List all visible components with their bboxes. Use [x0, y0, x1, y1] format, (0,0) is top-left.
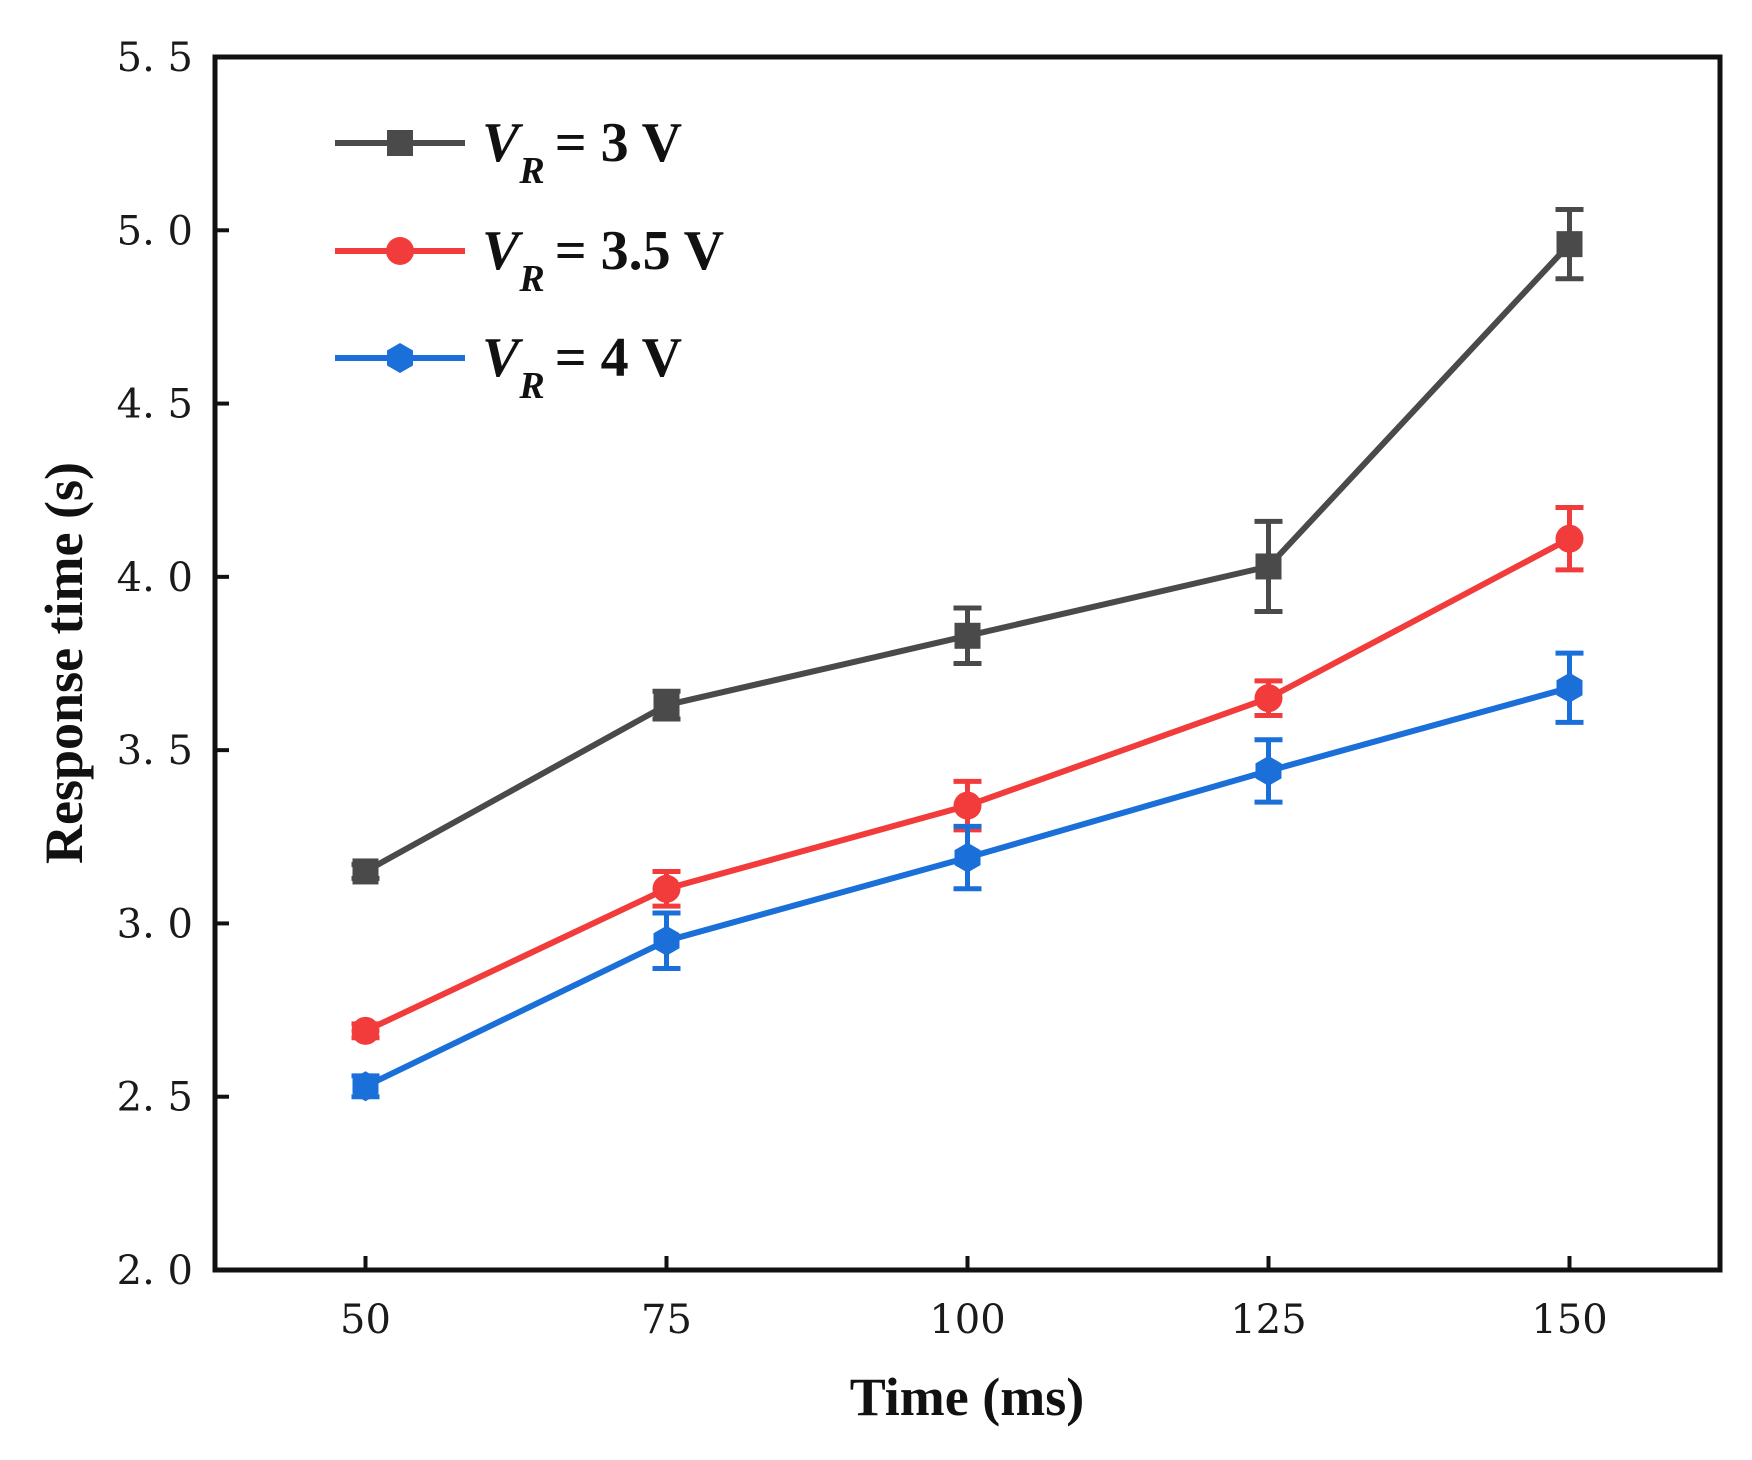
legend-marker — [387, 343, 413, 373]
y-tick-label: 3. 0 — [117, 901, 193, 947]
data-point — [653, 925, 680, 956]
data-point — [954, 842, 981, 873]
data-point — [954, 622, 981, 649]
y-tick-label: 4. 5 — [117, 382, 193, 428]
data-point — [352, 858, 379, 885]
ticks-layer: 50 75 100 125 150 2. 0 2. 5 3. 0 3. 5 4. 0 4. 5 5. … — [117, 35, 1608, 1343]
x-tick-label: 150 — [1531, 1297, 1607, 1343]
legend-label-subscript: R — [518, 150, 544, 192]
legend-label-text: = 3 V — [555, 112, 682, 174]
legend-label: VR = 3.5 V — [482, 220, 724, 300]
data-point — [351, 1016, 380, 1045]
series-1 — [351, 206, 1584, 885]
legend-label-text: = 3.5 V — [555, 220, 724, 282]
data-point — [1254, 684, 1283, 713]
y-tick-label: 2. 5 — [117, 1075, 193, 1121]
x-tick-label: 75 — [641, 1297, 692, 1343]
data-point — [1255, 755, 1282, 786]
series-2 — [351, 505, 1584, 1045]
x-tick-label: 100 — [929, 1297, 1005, 1343]
legend-label-subscript: R — [518, 365, 544, 407]
y-tick-label: 5. 0 — [117, 208, 193, 254]
x-tick-label: 125 — [1230, 1297, 1306, 1343]
data-point — [1556, 231, 1583, 258]
data-point — [953, 791, 982, 820]
legend: VR = 3 VVR = 3.5 VVR = 4 V — [335, 112, 724, 407]
data-point — [352, 1071, 379, 1102]
x-tick-label: 50 — [340, 1297, 391, 1343]
series-layer — [351, 206, 1584, 1102]
y-tick-label: 2. 0 — [117, 1248, 193, 1294]
legend-label-variable: V — [482, 220, 524, 282]
series-3 — [351, 650, 1584, 1102]
legend-label: VR = 4 V — [482, 327, 682, 407]
y-tick-label: 3. 5 — [117, 728, 193, 774]
data-point — [1556, 672, 1583, 703]
data-point — [1255, 553, 1282, 580]
legend-marker — [386, 237, 414, 265]
legend-label-subscript: R — [518, 258, 544, 300]
y-axis-title: Response time (s) — [34, 462, 94, 864]
data-point — [652, 874, 681, 903]
y-tick-label: 5. 5 — [117, 35, 193, 81]
x-axis-title: Time (ms) — [850, 1367, 1084, 1427]
legend-label-variable: V — [482, 112, 524, 174]
data-point — [653, 692, 680, 719]
data-point — [1555, 524, 1584, 553]
legend-marker — [387, 130, 413, 156]
y-tick-label: 4. 0 — [117, 555, 193, 601]
legend-label: VR = 3 V — [482, 112, 682, 192]
legend-item-2: VR = 3.5 V — [335, 220, 724, 300]
legend-label-text: = 4 V — [555, 327, 682, 389]
legend-item-1: VR = 3 V — [335, 112, 682, 192]
legend-item-3: VR = 4 V — [335, 327, 682, 407]
legend-label-variable: V — [482, 327, 524, 389]
